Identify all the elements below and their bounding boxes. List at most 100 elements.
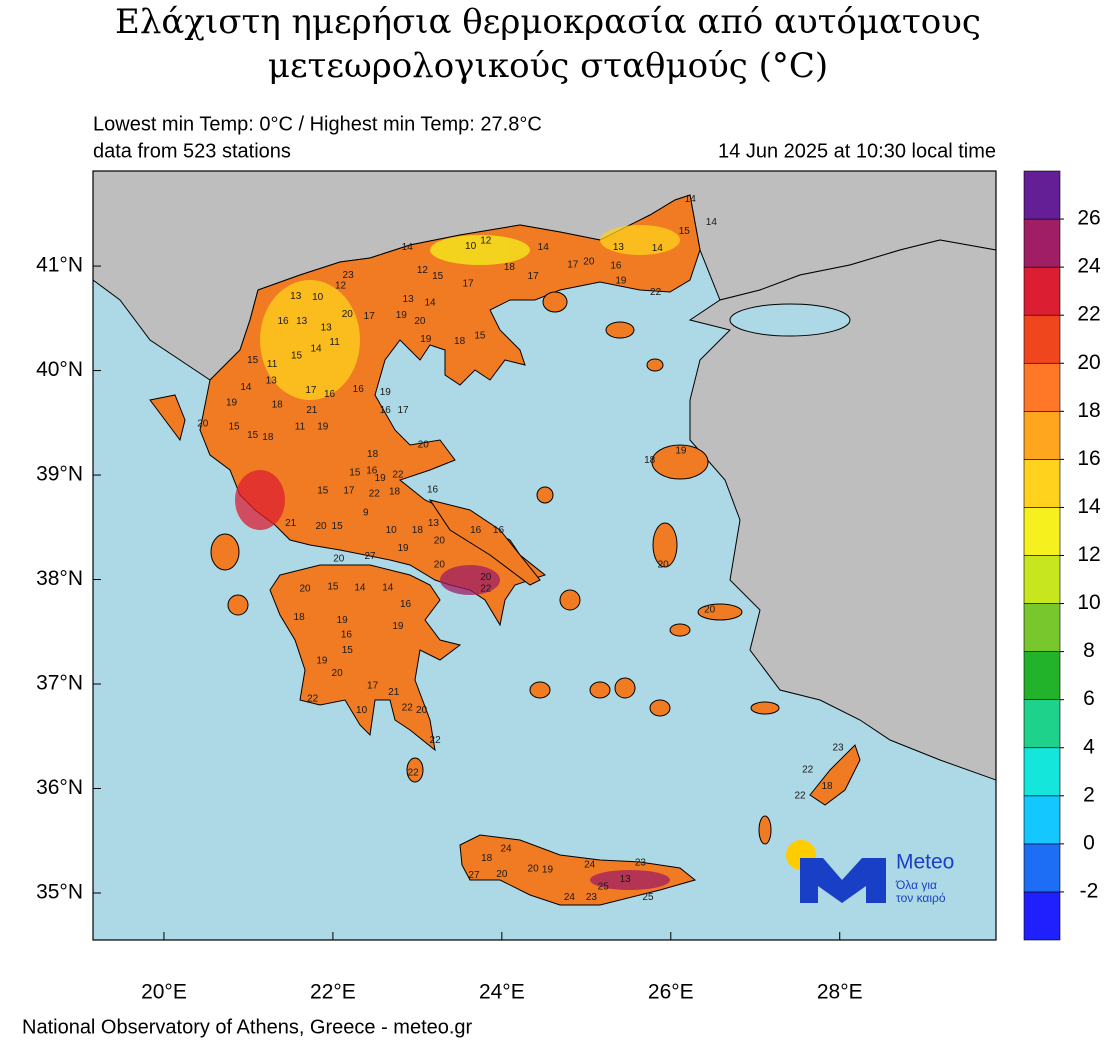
station-value: 20 xyxy=(414,316,426,327)
logo-name: Meteo xyxy=(896,851,954,874)
station-value: 15 xyxy=(317,485,329,496)
station-value: 11 xyxy=(295,422,306,433)
station-value: 20 xyxy=(197,418,209,429)
station-value: 18 xyxy=(481,853,493,864)
station-value: 18 xyxy=(367,449,379,460)
station-value: 22 xyxy=(480,584,492,595)
station-value: 20 xyxy=(658,560,670,571)
date: 14 Jun 2025 at 10:30 local time xyxy=(718,140,996,162)
station-value: 19 xyxy=(375,473,387,484)
station-value: 24 xyxy=(564,892,576,903)
station-value: 25 xyxy=(598,881,610,892)
station-value: 19 xyxy=(317,422,329,433)
station-value: 16 xyxy=(341,630,353,641)
station-value: 14 xyxy=(240,382,252,393)
station-value: 20 xyxy=(434,560,446,571)
station-value: 21 xyxy=(306,405,318,416)
station-value: 20 xyxy=(528,864,540,875)
station-value: 16 xyxy=(427,484,439,495)
station-value: 22 xyxy=(650,287,662,298)
colorbar-box xyxy=(1023,651,1061,700)
station-value: 15 xyxy=(342,645,354,656)
colorbar-label: 14 xyxy=(1077,495,1101,518)
station-value: 22 xyxy=(402,703,414,714)
station-value: 22 xyxy=(392,470,404,481)
colorbar-label: 24 xyxy=(1077,255,1101,278)
station-value: 17 xyxy=(305,385,317,396)
station-value: 16 xyxy=(277,316,289,327)
colorbar-box xyxy=(1023,362,1061,412)
colorbar-label: 8 xyxy=(1083,639,1095,662)
station-value: 10 xyxy=(386,525,398,536)
station-value: 18 xyxy=(821,781,833,792)
logo-slogan: Όλα για xyxy=(895,878,937,892)
station-value: 13 xyxy=(428,518,440,529)
station-value: 15 xyxy=(432,271,444,282)
station-value: 15 xyxy=(349,468,361,479)
station-value: 24 xyxy=(501,844,513,855)
title-line: μετεωρολογικούς σταθμούς (°C) xyxy=(268,46,828,86)
station-value: 13 xyxy=(613,242,625,253)
station-value: 10 xyxy=(356,705,368,716)
station-value: 17 xyxy=(567,260,579,271)
station-value: 27 xyxy=(365,551,377,562)
x-tick-label: 26°E xyxy=(648,981,694,1004)
colorbar-box xyxy=(1023,891,1061,941)
temperature-field xyxy=(235,225,680,890)
station-value: 14 xyxy=(382,583,394,594)
station-value: 20 xyxy=(333,553,345,564)
station-value: 19 xyxy=(542,865,554,876)
colorbar-label: 26 xyxy=(1077,207,1100,230)
station-value: 14 xyxy=(685,194,697,205)
station-value: 22 xyxy=(794,790,806,801)
station-value: 17 xyxy=(364,311,376,322)
station-value: 14 xyxy=(652,243,664,254)
station-value: 15 xyxy=(229,422,241,433)
station-value: 17 xyxy=(367,681,379,692)
station-value: 23 xyxy=(832,742,844,753)
station-value: 23 xyxy=(343,270,355,281)
colorbar-label: 0 xyxy=(1083,831,1095,854)
subtitle: Lowest min Temp: 0°C / Highest min Temp:… xyxy=(93,113,542,135)
station-value: 19 xyxy=(396,310,408,321)
station-value: 19 xyxy=(397,543,409,554)
station-value: 27 xyxy=(468,870,480,881)
station-value: 20 xyxy=(704,604,716,615)
station-value: 20 xyxy=(342,309,354,320)
footer: National Observatory of Athens, Greece -… xyxy=(22,1016,473,1038)
station-value: 15 xyxy=(332,521,344,532)
y-tick-label: 40°N xyxy=(36,358,83,381)
colorbar-box xyxy=(1023,170,1061,220)
foreign-land xyxy=(688,239,996,781)
colorbar-box xyxy=(1023,795,1061,845)
station-value: 21 xyxy=(285,518,297,529)
y-tick-label: 36°N xyxy=(36,776,83,799)
colorbar-label: 12 xyxy=(1077,543,1100,566)
colorbar-box xyxy=(1023,699,1061,749)
station-value: 17 xyxy=(343,485,355,496)
station-value: 12 xyxy=(480,236,492,247)
station-value: 20 xyxy=(416,705,428,716)
station-value: 15 xyxy=(247,430,259,441)
station-value: 19 xyxy=(380,387,392,398)
station-value: 13 xyxy=(266,376,278,387)
station-value: 17 xyxy=(462,278,474,289)
station-value: 24 xyxy=(584,859,596,870)
station-value: 14 xyxy=(354,583,366,594)
station-value: 20 xyxy=(299,584,311,595)
station-value: 18 xyxy=(262,432,274,443)
station-value: 17 xyxy=(528,271,540,282)
colorbar-label: 2 xyxy=(1083,783,1095,806)
colorbar-label: 4 xyxy=(1083,735,1095,758)
colorbar-box xyxy=(1023,555,1061,604)
station-value: 19 xyxy=(392,621,404,632)
station-value: 14 xyxy=(538,242,550,253)
station-value: 13 xyxy=(620,874,632,885)
station-value: 19 xyxy=(675,446,687,457)
colorbar-box xyxy=(1023,603,1061,652)
station-value: 19 xyxy=(226,398,238,409)
station-value: 22 xyxy=(802,764,814,775)
station-value: 16 xyxy=(493,525,505,536)
station-value: 18 xyxy=(389,486,401,497)
station-value: 13 xyxy=(321,322,333,333)
